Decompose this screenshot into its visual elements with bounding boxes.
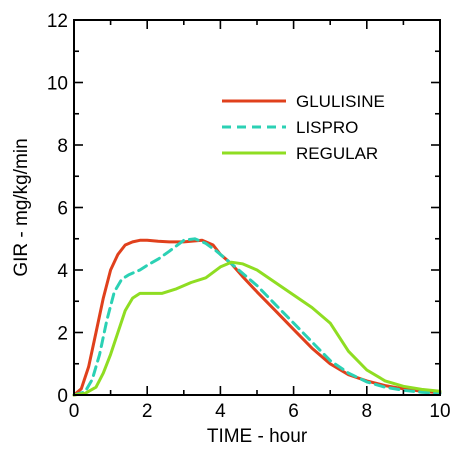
- y-tick-label: 4: [57, 261, 68, 282]
- plot-frame: [73, 19, 441, 396]
- y-axis-label: GIR - mg/kg/min: [11, 138, 32, 276]
- x-tick-label: 0: [69, 401, 80, 422]
- legend-label-glulisine: GLULISINE: [296, 92, 385, 111]
- legend-label-lispro: LISPRO: [296, 118, 358, 137]
- y-tick-label: 8: [57, 136, 68, 157]
- axes: 0 2 4 6 8 10 0 2 4 6 8 10 12: [47, 11, 451, 422]
- x-tick-label: 6: [288, 401, 299, 422]
- x-tick-label: 2: [142, 401, 153, 422]
- x-axis-label: TIME - hour: [207, 426, 308, 447]
- series-line-regular: [72, 260, 442, 397]
- y-tick-label: 6: [57, 199, 68, 220]
- y-tick-label: 0: [57, 386, 68, 407]
- y-tick-label: 10: [47, 74, 68, 95]
- y-tick-label: 12: [47, 11, 68, 32]
- legend: GLULISINE LISPRO REGULAR: [222, 92, 385, 163]
- plot-area: [72, 237, 442, 397]
- legend-label-regular: REGULAR: [296, 144, 378, 163]
- x-tick-label: 10: [429, 401, 450, 422]
- x-tick-label: 4: [215, 401, 226, 422]
- series-line-glulisine: [72, 238, 442, 397]
- series-line-lispro: [72, 237, 442, 397]
- x-tick-label: 8: [362, 401, 373, 422]
- y-tick-label: 2: [57, 324, 68, 345]
